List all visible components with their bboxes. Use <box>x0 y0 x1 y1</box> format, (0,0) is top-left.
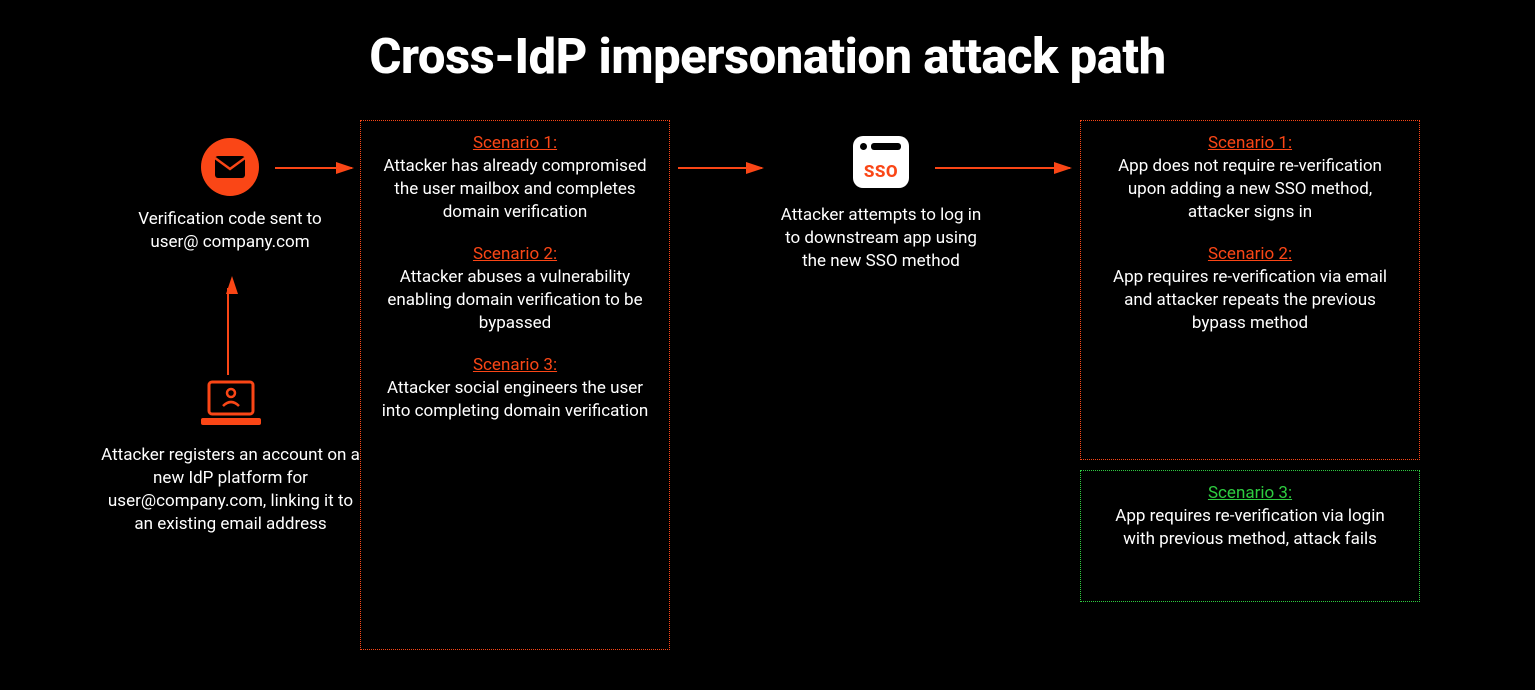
email-caption: Verification code sent to user@ company.… <box>130 208 330 254</box>
email-node: Verification code sent to user@ company.… <box>130 138 330 254</box>
scenario-heading: Scenario 2: <box>1099 244 1401 264</box>
scenario-body: App does not require re-verification upo… <box>1099 155 1401 224</box>
scenario-body: Attacker abuses a vulnerability enabling… <box>379 266 651 335</box>
sso-node: SSO Attacker attempts to log in to downs… <box>772 136 990 273</box>
scenario-body: App requires re-verification via email a… <box>1099 266 1401 335</box>
scenario-body: Attacker has already compromised the use… <box>379 155 651 224</box>
scenario-heading: Scenario 2: <box>379 244 651 264</box>
laptop-icon <box>199 413 263 432</box>
diagram-canvas: Verification code sent to user@ company.… <box>0 120 1535 680</box>
page-title: Cross-IdP impersonation attack path <box>0 0 1535 85</box>
scenario-heading: Scenario 1: <box>1099 133 1401 153</box>
scenario-heading: Scenario 1: <box>379 133 651 153</box>
sso-icon: SSO <box>853 136 909 188</box>
sso-caption: Attacker attempts to log in to downstrea… <box>772 204 990 273</box>
scenario-heading: Scenario 3: <box>379 355 651 375</box>
scenario-heading: Scenario 3: <box>1099 483 1401 503</box>
mail-icon <box>201 138 259 196</box>
sso-label: SSO <box>853 162 909 182</box>
scenarios-box-2: Scenario 1:App does not require re-verif… <box>1080 120 1420 460</box>
scenarios-box-1: Scenario 1:Attacker has already compromi… <box>360 120 670 650</box>
scenario-body: App requires re-verification via login w… <box>1099 505 1401 551</box>
scenario-body: Attacker social engineers the user into … <box>379 377 651 423</box>
laptop-caption: Attacker registers an account on a new I… <box>98 444 363 536</box>
laptop-node: Attacker registers an account on a new I… <box>98 380 363 536</box>
scenarios-box-3: Scenario 3:App requires re-verification … <box>1080 470 1420 602</box>
